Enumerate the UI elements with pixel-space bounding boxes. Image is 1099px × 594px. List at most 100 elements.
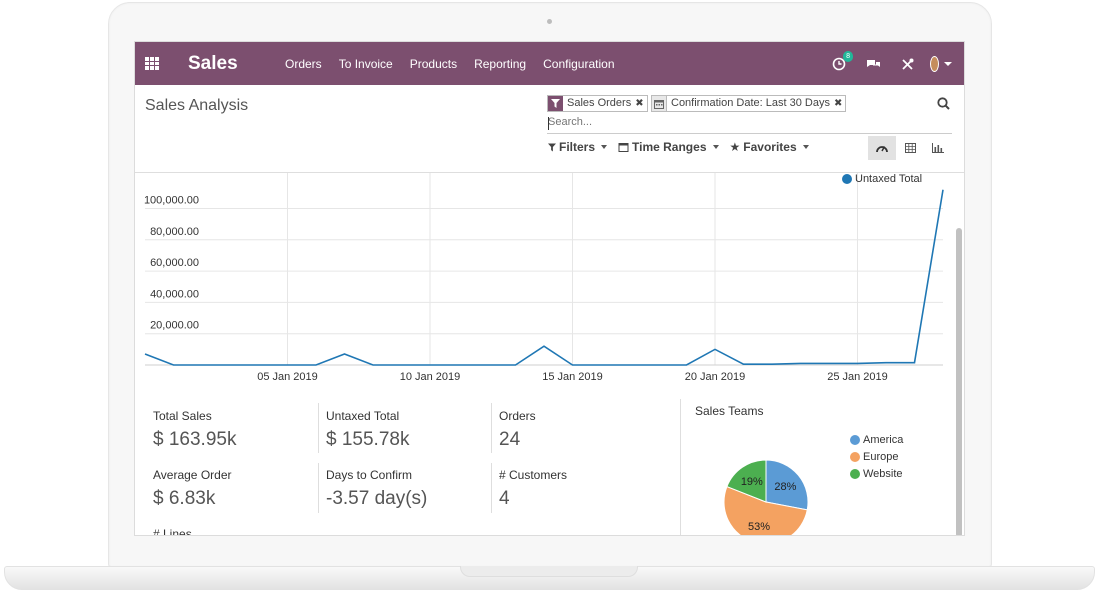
view-switcher [868,136,952,160]
legend-label: Europe [863,450,899,463]
kpi-value: $ 163.95k [153,429,237,450]
legend-label: Website [863,467,903,480]
x-tick-label: 10 Jan 2019 [400,371,461,383]
pie-title: Sales Teams [695,404,764,418]
calendar-icon [652,96,667,111]
tools-icon[interactable] [896,54,918,74]
sales-teams-panel: Sales Teams America Europe Website 28% 53… [680,399,956,536]
time-ranges-dropdown[interactable]: Time Ranges [618,140,719,154]
pie-slice-europe[interactable] [723,485,808,536]
activity-clock-icon[interactable]: 8 [828,51,853,74]
dashboard-icon [876,146,888,153]
pie-slice-label: 28% [774,481,796,493]
menu-item-orders[interactable]: Orders [285,57,322,71]
facet-confirmation-date[interactable]: Confirmation Date: Last 30 Days ✖ [651,95,847,112]
search-icon[interactable] [937,97,950,115]
star-icon: ★ [729,140,741,154]
laptop-notch [460,566,638,577]
legend-swatch [850,451,860,462]
x-tick-label: 15 Jan 2019 [542,371,603,383]
legend-item-website[interactable]: Website [850,465,903,482]
remove-facet-icon[interactable]: ✖ [833,98,843,109]
kpi-orders[interactable]: Orders 24 [499,409,669,451]
search-options: Filters Time Ranges ★ Favorites [548,140,820,154]
facet-label: Sales Orders [567,97,632,109]
kpi-aggregates: Total Sales $ 163.95k Untaxed Total $ 15… [135,399,680,535]
avatar-icon [930,56,939,72]
pivot-view-button[interactable] [896,136,924,160]
x-tick-label: 25 Jan 2019 [827,371,888,383]
y-tick-label: 40,000.00 [150,288,199,300]
menu-item-products[interactable]: Products [409,57,458,71]
kpi-value: -3.57 day(s) [326,488,428,509]
graph-icon [932,143,944,153]
divider [491,403,492,453]
y-tick-label: 80,000.00 [150,226,199,238]
caret-down-icon [802,145,809,149]
caret-down-icon [601,145,608,149]
menu-item-configuration[interactable]: Configuration [543,57,615,71]
kpi-label: Days to Confirm [326,468,413,482]
pie-chart: 28% 53% 19% [723,459,809,536]
activity-count-badge: 8 [843,51,853,62]
pie-slice-website[interactable] [726,459,767,503]
control-panel: Sales Analysis Sales Orders ✖ Confirmati… [135,85,964,173]
legend-label: America [863,433,904,446]
screen: Sales Orders To Invoice Products Reporti… [134,41,965,536]
chart-legend: Untaxed Total [842,173,922,185]
facet-label: Confirmation Date: Last 30 Days [671,97,830,109]
favorites-label: Favorites [743,140,797,154]
kpi-total-sales[interactable]: Total Sales $ 163.95k [153,409,323,451]
filter-icon [548,96,563,111]
kpi-value: 4 [499,488,510,509]
line-chart: 05 Jan 2019 10 Jan 2019 15 Jan 2019 20 Jan … [144,173,944,383]
kpi-customers[interactable]: # Customers 4 [499,468,669,510]
calendar-icon [618,143,629,152]
kpi-days-to-confirm[interactable]: Days to Confirm -3.57 day(s) [326,468,496,510]
kpi-label: # Customers [499,468,568,482]
dashboard-view-button[interactable] [868,136,896,160]
text-cursor [548,117,549,130]
x-tick-label: 20 Jan 2019 [685,371,746,383]
filters-label: Filters [559,140,596,154]
kpi-value: 24 [499,429,521,450]
user-avatar[interactable] [930,54,952,74]
menu-item-to-invoice[interactable]: To Invoice [338,57,393,71]
favorites-dropdown[interactable]: ★ Favorites [730,140,809,154]
pie-slice-america[interactable] [765,459,809,511]
main-menu: Orders To Invoice Products Reporting Con… [285,57,632,71]
pie-slice-label: 19% [741,476,763,488]
kpi-value: $ 6.83k [153,488,216,509]
pie-slice-label: 53% [748,521,770,533]
kpi-untaxed-total[interactable]: Untaxed Total $ 155.78k [326,409,496,451]
menu-item-reporting[interactable]: Reporting [474,57,527,71]
kpi-label: Average Order [153,468,232,482]
time-ranges-label: Time Ranges [632,140,707,154]
kpi-average-order[interactable]: Average Order $ 6.83k [153,468,323,510]
y-tick-label: 100,000.00 [144,194,199,206]
series-line-untaxed-total [144,189,944,366]
legend-label: Untaxed Total [855,173,923,185]
apps-grid-icon[interactable] [145,57,160,70]
pie-legend: America Europe Website [850,431,903,482]
remove-facet-icon[interactable]: ✖ [635,98,644,109]
search-box[interactable]: Sales Orders ✖ Confirmation Date: Last 3… [547,93,952,134]
top-navbar: Sales Orders To Invoice Products Reporti… [135,42,964,85]
legend-item-europe[interactable]: Europe [850,448,903,465]
legend-item-america[interactable]: America [850,431,903,448]
kpi-lines[interactable]: # Lines [153,527,323,535]
facet-sales-orders[interactable]: Sales Orders ✖ [547,95,648,112]
kpi-value: $ 155.78k [326,429,410,450]
pivot-table-icon [904,143,916,153]
y-tick-label: 20,000.00 [150,320,199,332]
search-input[interactable] [548,116,928,128]
graph-view-button[interactable] [924,136,952,160]
y-tick-label: 60,000.00 [150,257,199,269]
divider [318,463,319,513]
vertical-scrollbar[interactable] [956,228,962,535]
filters-dropdown[interactable]: Filters [548,140,608,154]
chevron-down-icon [944,62,952,66]
legend-swatch [850,468,860,479]
chat-bubbles-icon[interactable] [862,54,884,74]
kpi-label: Untaxed Total [326,409,400,423]
